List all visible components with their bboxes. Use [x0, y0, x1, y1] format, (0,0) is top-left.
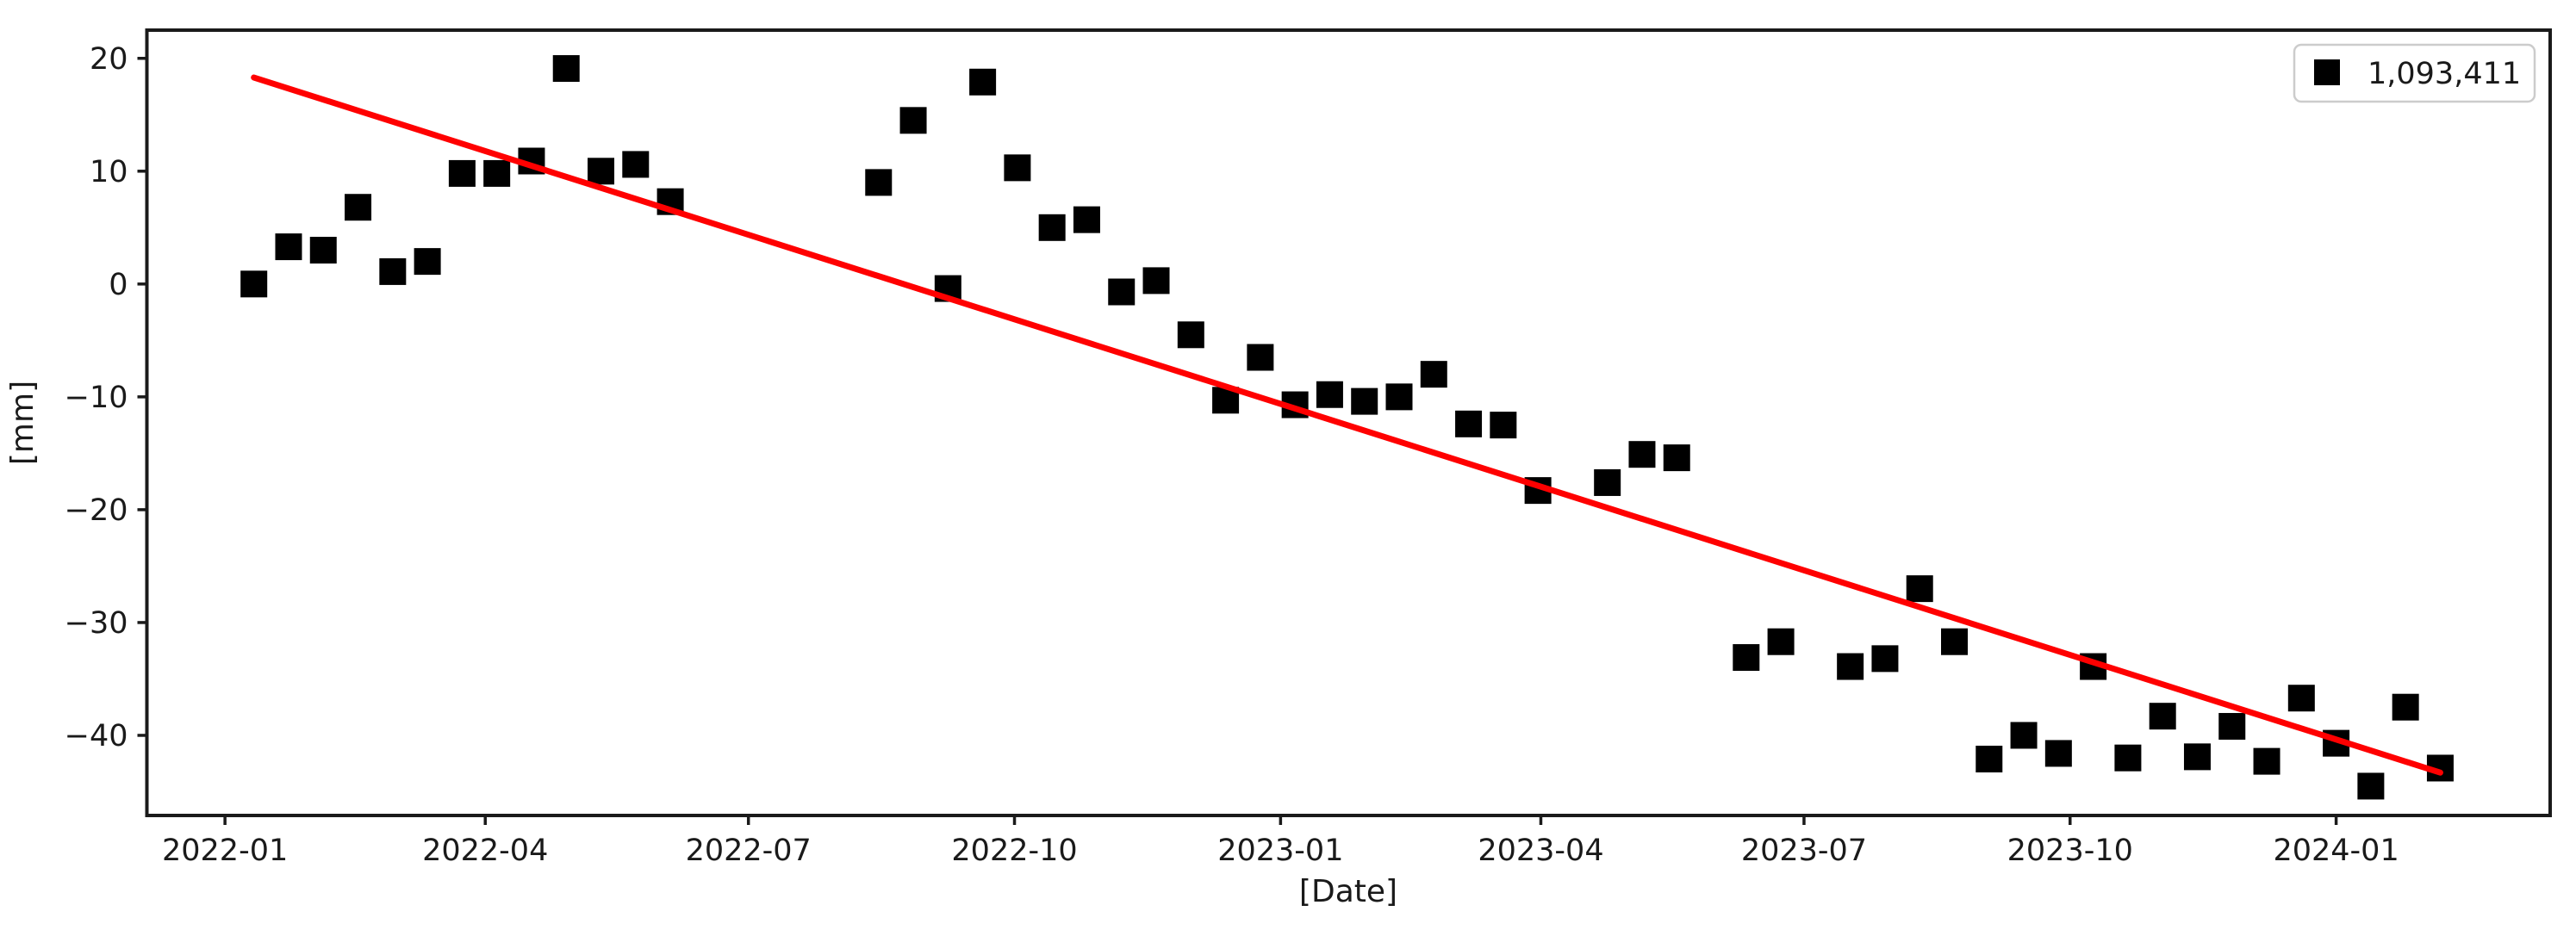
trend-line — [251, 74, 2443, 776]
data-point — [1594, 468, 1621, 496]
data-point — [2183, 743, 2211, 771]
data-point — [2010, 722, 2038, 749]
y-tick-label: −40 — [65, 719, 128, 753]
trend-line — [251, 74, 2443, 776]
data-point — [1976, 745, 2003, 772]
data-point — [1108, 278, 1136, 306]
data-point — [1316, 381, 1343, 408]
data-point — [622, 151, 650, 178]
data-point — [1247, 344, 1274, 371]
y-tick-label: 10 — [90, 155, 128, 189]
data-point — [1420, 361, 1447, 388]
data-point — [448, 159, 476, 187]
data-point — [1906, 575, 1933, 603]
data-point — [1455, 410, 1483, 437]
data-point — [552, 55, 580, 83]
legend-label: 1,093,411 — [2368, 57, 2521, 91]
data-point — [1177, 321, 1204, 349]
y-tick-label: 0 — [109, 268, 128, 302]
y-axis-label: [mm] — [5, 381, 40, 465]
data-point — [2357, 772, 2385, 800]
data-point — [1940, 628, 1968, 655]
data-point — [1767, 628, 1795, 655]
x-tick-label: 2022-04 — [422, 834, 548, 868]
data-point — [379, 257, 407, 285]
data-point — [969, 68, 997, 96]
data-point — [899, 107, 927, 134]
data-point — [2149, 703, 2176, 730]
y-tick-label: −30 — [65, 606, 128, 641]
plot-frame — [145, 28, 2552, 817]
data-point — [345, 194, 372, 221]
axis-ticks: 2022-01 2022-04 2022-07 2022-10 2023-01 2023-… — [65, 42, 2399, 868]
data-point — [275, 233, 302, 261]
x-tick-label: 2023-10 — [2007, 834, 2133, 868]
data-point — [1385, 383, 1413, 411]
data-point — [1628, 441, 1656, 468]
data-point — [1073, 206, 1100, 233]
data-points — [240, 55, 2454, 800]
data-point — [1663, 444, 1690, 472]
data-point — [2114, 744, 2142, 772]
data-point — [1871, 645, 1899, 673]
data-point — [2287, 685, 2315, 712]
x-tick-label: 2023-07 — [1741, 834, 1867, 868]
x-tick-label: 2023-01 — [1217, 834, 1343, 868]
data-point — [588, 158, 615, 185]
data-point — [1490, 412, 1517, 439]
x-axis-label: [Date] — [1299, 874, 1397, 909]
legend: 1,093,411 — [2293, 43, 2536, 103]
data-point — [483, 159, 511, 187]
data-point — [2392, 693, 2419, 721]
y-tick-label: −10 — [65, 381, 128, 415]
data-point — [240, 270, 268, 298]
x-tick-label: 2022-07 — [686, 834, 812, 868]
data-point — [1733, 644, 1760, 672]
legend-box — [2293, 43, 2536, 103]
data-point — [1142, 267, 1170, 294]
data-point — [414, 248, 441, 276]
x-tick-label: 2024-01 — [2273, 834, 2399, 868]
y-tick-label: −20 — [65, 493, 128, 528]
x-tick-label: 2022-01 — [162, 834, 288, 868]
x-tick-label: 2022-10 — [951, 834, 1077, 868]
data-point — [1837, 653, 1864, 680]
x-tick-label: 2023-04 — [1478, 834, 1603, 868]
data-point — [309, 237, 337, 264]
data-point — [1004, 154, 1031, 182]
y-tick-label: 20 — [90, 42, 128, 77]
data-point — [1038, 214, 1066, 241]
data-point — [2218, 712, 2246, 740]
data-point — [1351, 388, 1378, 415]
data-point — [2044, 740, 2072, 767]
data-point — [865, 169, 893, 196]
legend-marker-icon — [2314, 59, 2340, 85]
data-point — [2253, 747, 2280, 775]
